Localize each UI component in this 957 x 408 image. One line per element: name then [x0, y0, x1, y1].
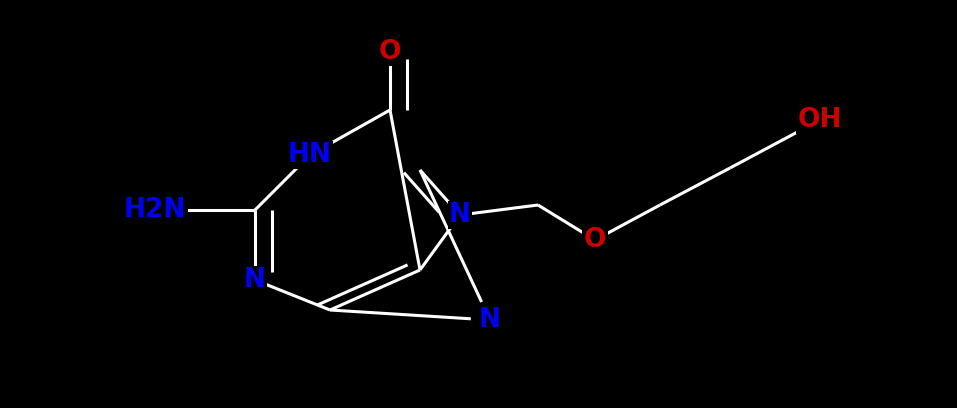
Text: N: N — [479, 307, 501, 333]
Text: HN: HN — [288, 142, 332, 168]
Text: N: N — [244, 267, 266, 293]
Text: O: O — [379, 39, 401, 65]
Text: OH: OH — [798, 107, 842, 133]
Text: O: O — [584, 227, 606, 253]
Text: H2N: H2N — [123, 197, 187, 223]
Text: N: N — [449, 202, 471, 228]
